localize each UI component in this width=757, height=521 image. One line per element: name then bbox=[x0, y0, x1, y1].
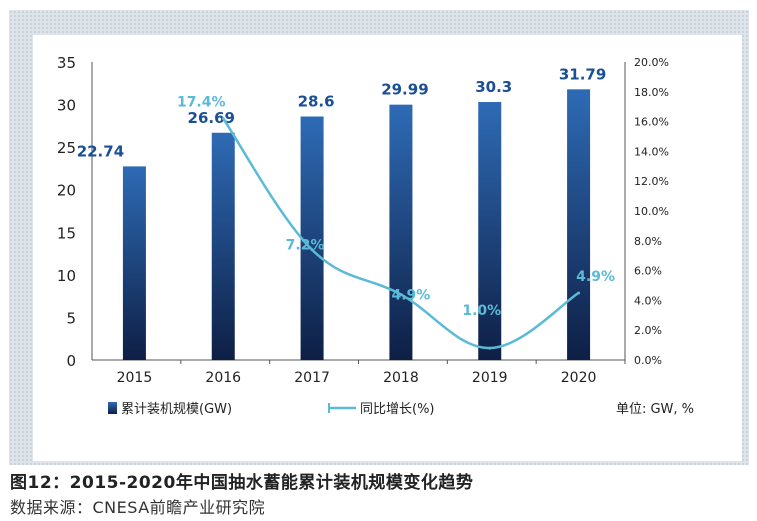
y-right-tick-label: 6.0% bbox=[634, 265, 662, 278]
y-left-tick-label: 35 bbox=[57, 54, 76, 72]
bar-2019 bbox=[478, 102, 502, 360]
x-tick-label: 2020 bbox=[561, 370, 597, 386]
growth-point-2017 bbox=[310, 248, 314, 252]
y-right-tick-label: 0.0% bbox=[634, 354, 662, 367]
y-right-tick-label: 12.0% bbox=[634, 175, 669, 188]
y-right-tick-label: 8.0% bbox=[634, 235, 662, 248]
y-left-tick-label: 10 bbox=[57, 267, 76, 285]
legend-bar-swatch bbox=[108, 402, 117, 414]
y-left-tick-label: 5 bbox=[66, 309, 76, 327]
caption-source: 数据来源：CNESA前瞻产业研究院 bbox=[10, 498, 266, 517]
bar-data-label: 22.74 bbox=[77, 142, 124, 160]
bar-2015 bbox=[122, 166, 146, 360]
y-left-tick-label: 15 bbox=[57, 224, 76, 242]
growth-point-2016 bbox=[221, 117, 225, 121]
bar-2020 bbox=[567, 89, 591, 360]
unit-note: 单位: GW, % bbox=[616, 402, 694, 417]
x-tick-label: 2017 bbox=[294, 370, 330, 386]
chart-panel bbox=[33, 35, 742, 461]
y-right-tick-label: 18.0% bbox=[634, 86, 669, 99]
growth-data-label: 7.2% bbox=[286, 238, 325, 254]
y-right-tick-label: 10.0% bbox=[634, 205, 669, 218]
y-left-tick-label: 20 bbox=[57, 182, 76, 200]
y-left-tick-label: 30 bbox=[57, 97, 76, 115]
bar-2018 bbox=[389, 104, 413, 360]
chart: 0 5 10 15 20 25 30 35 0.0% 2.0% 4.0% 6.0% 8.0% 10.0% 1… bbox=[57, 54, 694, 417]
legend-line-label: 同比增长(%) bbox=[360, 402, 435, 417]
growth-data-label: 17.4% bbox=[177, 95, 226, 111]
y-right-tick-label: 2.0% bbox=[634, 324, 662, 337]
growth-point-2020 bbox=[577, 291, 581, 295]
bar-data-label: 28.6 bbox=[298, 92, 335, 110]
bar-2016 bbox=[211, 132, 235, 360]
growth-point-2019 bbox=[488, 346, 492, 350]
growth-data-label: 4.9% bbox=[392, 287, 431, 303]
y-right-tick-label: 14.0% bbox=[634, 145, 669, 158]
y-right-tick-label: 4.0% bbox=[634, 294, 662, 307]
caption-title: 图12：2015-2020年中国抽水蓄能累计装机规模变化趋势 bbox=[10, 473, 474, 493]
y-right-tick-label: 16.0% bbox=[634, 116, 669, 129]
bar-data-label: 29.99 bbox=[381, 81, 428, 99]
bar-data-label: 31.79 bbox=[559, 65, 606, 83]
chart-frame bbox=[9, 10, 749, 465]
growth-data-label: 4.9% bbox=[576, 269, 615, 285]
growth-point-2018 bbox=[399, 292, 403, 296]
growth-data-label: 1.0% bbox=[462, 303, 501, 319]
y-left-tick-label: 0 bbox=[66, 352, 76, 370]
y-left-tick-label: 25 bbox=[57, 139, 76, 157]
legend-bar-label: 累计装机规模(GW) bbox=[121, 402, 232, 417]
x-tick-label: 2016 bbox=[205, 370, 241, 386]
bar-data-label: 26.69 bbox=[188, 109, 235, 127]
bar-2017 bbox=[300, 116, 324, 361]
y-right-tick-label: 20.0% bbox=[634, 56, 669, 69]
x-tick-label: 2018 bbox=[383, 370, 419, 386]
x-tick-label: 2019 bbox=[472, 370, 508, 386]
bar-data-label: 30.3 bbox=[475, 78, 512, 96]
x-tick-label: 2015 bbox=[117, 370, 153, 386]
